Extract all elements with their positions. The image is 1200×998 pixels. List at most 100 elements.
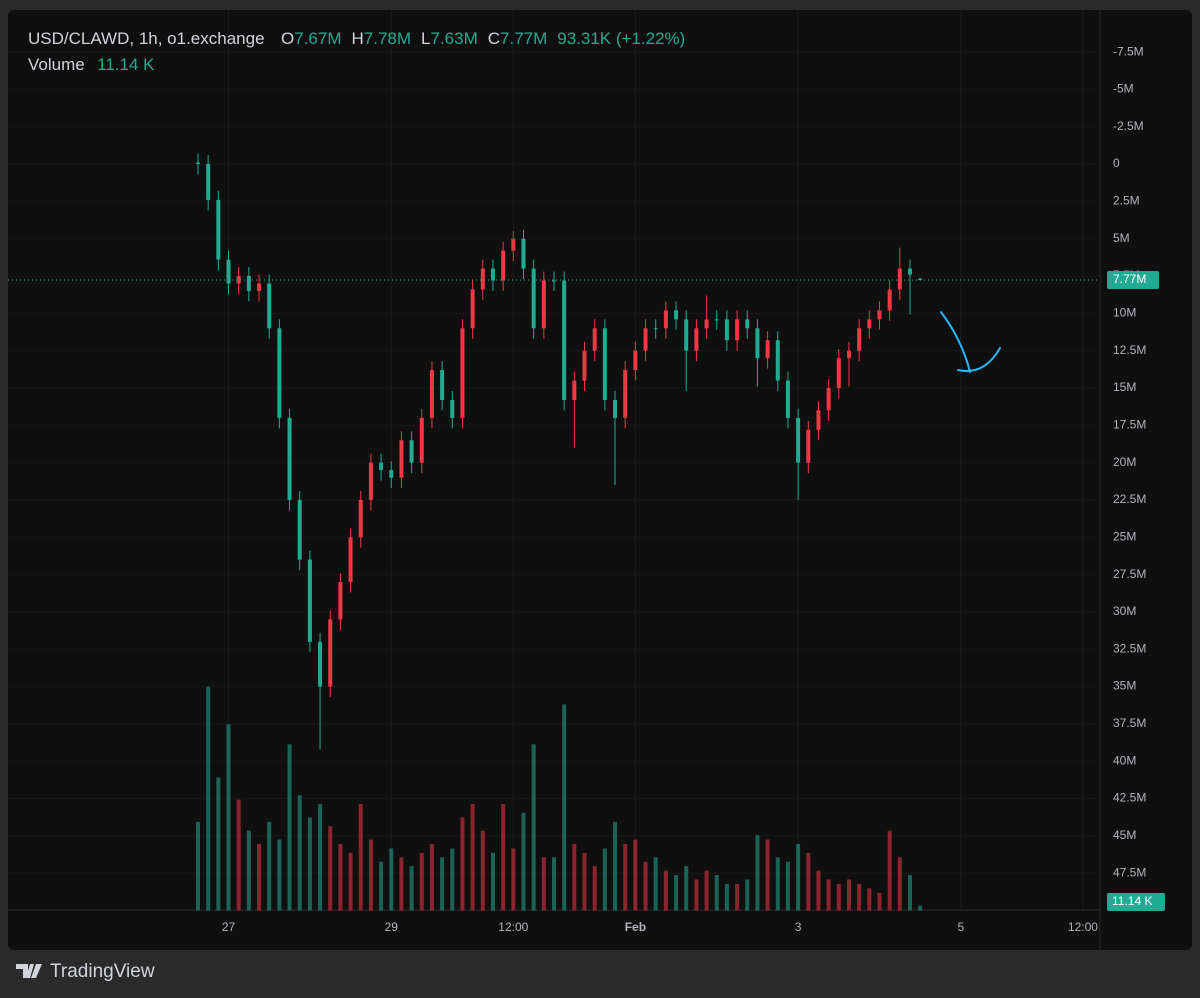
candle-body [826,387,831,411]
legend-value: 7.63M [430,29,477,48]
legend-line: USD/CLAWD, 1h, o1.exchange O7.67M H7.78M L… [28,29,685,48]
hand-drawn-arrow [940,311,1001,373]
y-tick-label: 32.5M [1113,641,1146,655]
logo-icon [16,964,42,978]
y-tick-label: 10M [1113,306,1136,320]
candle-body [297,499,302,560]
candle-body [450,399,455,418]
candle-body [633,350,638,371]
legend-value: 7.78M [364,29,411,48]
volume-bar [246,830,251,911]
volume-bar [521,812,526,911]
last-price-badge [1107,271,1159,290]
volume-bar [470,804,475,911]
volume-bar [399,857,404,911]
volume-bar [613,821,618,911]
volume-bar [765,839,770,911]
volume-bar [277,839,282,911]
candle-body [501,250,506,281]
candle-body [429,370,434,418]
volume-bar [541,857,546,911]
y-tick-label: 22.5M [1113,492,1146,506]
volume-bar [633,839,638,911]
legend-key: C [488,29,500,48]
volume-bar [379,861,384,911]
candle-body [816,410,821,430]
volume-bar [389,848,394,911]
volume-bar [216,777,221,911]
y-tick-label: 45M [1113,828,1136,842]
legend-key: O [281,29,294,48]
volume-bar [623,844,628,911]
candle-body [643,328,648,351]
volume-bar [297,795,302,911]
legend-key: H [351,29,363,48]
volume-bar [236,799,241,911]
volume-bar [918,905,923,911]
x-tick-label: 29 [385,920,399,934]
volume-bar [796,844,801,911]
volume-bar [318,804,323,911]
volume-bar [257,844,262,911]
candle-body [745,319,750,329]
volume-bar [480,830,485,911]
volume-bar [196,821,201,911]
volume-bar [724,883,729,911]
volume-bar [663,870,668,911]
brand: TradingView [50,961,155,982]
volume-bar [460,817,465,911]
volume-bar [429,844,434,911]
volume-bar [857,883,862,911]
volume-bar [826,879,831,911]
volume-bar [206,686,211,911]
y-tick-label: 17.5M [1113,417,1146,431]
candle-body [613,399,618,418]
candle-body [358,499,363,538]
volume-bar [694,879,699,911]
candle-body [318,641,323,687]
axes: -7.5M-5M-2.5M02.5M5M7.5M10M12.5M15M17.5M… [8,44,1165,934]
volume-bar [714,875,719,911]
candle-body [836,358,841,388]
volume-bar [775,857,780,911]
volume-bar [440,857,445,911]
candle-body [287,417,292,500]
candle-body [552,280,556,282]
y-tick-label: 5M [1113,231,1130,245]
candle-body [755,328,760,359]
candle-body [765,340,770,359]
y-tick-label: -2.5M [1113,119,1144,133]
legend-change: 93.31K (+1.22%) [557,29,685,48]
y-tick-label: 25M [1113,529,1136,543]
volume-name: Volume [28,55,85,74]
candle-body [368,462,373,500]
candle-body [796,417,801,463]
legend-key: L [421,29,430,48]
y-tick-label: 37.5M [1113,716,1146,730]
chart-background [8,10,1192,950]
candle-body [389,470,394,478]
x-tick-label: Feb [625,920,646,934]
volume-bar [704,870,709,911]
volume-bar [511,848,516,911]
volume-bar [552,857,556,911]
tradingview-logo: TradingView [16,961,155,982]
candle-body [877,310,882,320]
candle-body [907,268,912,275]
volume-bar [602,848,607,911]
x-tick-label: 27 [222,920,236,934]
candle-body [602,328,607,400]
y-tick-label: 0 [1113,156,1120,170]
volume-bar [785,861,790,911]
candle-body [562,280,567,400]
y-tick-label: 27.5M [1113,567,1146,581]
candle-body [257,283,262,291]
legend-value: 7.77M [500,29,547,48]
y-tick-label: 20M [1113,455,1136,469]
candle-body [277,328,282,418]
candle-body [887,289,892,311]
candle-body [623,370,628,418]
volume-bar [572,844,577,911]
candle-body [338,582,343,620]
candle-body [714,319,719,321]
